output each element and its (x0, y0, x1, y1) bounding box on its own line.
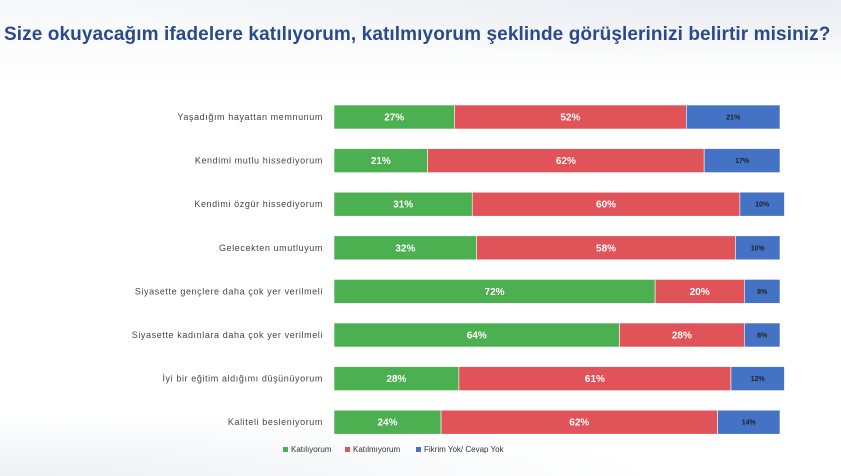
bar-segment (333, 148, 428, 173)
data-label: 28% (386, 374, 406, 385)
category-label: Gelecekten umutluyum (219, 243, 323, 253)
category-label: Siyasette kadınlara daha çok yer verilme… (132, 330, 323, 340)
bar-segment (717, 409, 781, 435)
bar-segment (333, 104, 455, 130)
category-label: Yaşadığım hayattan memnunum (177, 112, 323, 122)
category-label: Kendimi mutlu hissediyorum (195, 156, 323, 166)
data-label: 10% (751, 245, 766, 252)
legend: Katılıyorum Katılmıyorum Fikrim Yok/ Cevap… (283, 445, 505, 454)
data-label: 62% (556, 156, 576, 167)
legend-label: Katılıyorum (291, 445, 332, 454)
bar-segment (735, 235, 781, 261)
bar-segment (333, 279, 656, 304)
bar-segment (744, 322, 781, 348)
category-label: Kendimi özgür hissediyorum (194, 199, 323, 209)
data-label: 52% (560, 113, 580, 124)
decorative-corner-bottom (0, 396, 841, 476)
data-label: 14% (742, 420, 757, 427)
legend-swatch (416, 447, 421, 452)
bar-segment (454, 104, 687, 130)
legend-label: Fikrim Yok/ Cevap Yok (424, 445, 505, 454)
data-label: 24% (378, 418, 398, 429)
data-label: 31% (393, 200, 413, 211)
bar-segment (730, 366, 785, 391)
bar-segment (333, 235, 478, 261)
data-label: 12% (751, 376, 766, 383)
data-label: 17% (735, 158, 750, 165)
data-label: 61% (585, 374, 605, 385)
bar-segment (458, 366, 732, 391)
data-label: 8% (757, 289, 768, 296)
data-label: 20% (690, 287, 710, 298)
bar-segment (333, 322, 620, 348)
category-label: Kaliteli besleniyorum (228, 417, 323, 427)
bars-layer: 27% 52% 21% 21% 62% 17% 31% 60% 10% 32% 58% 10% 72% 2… (333, 104, 785, 435)
bar-segment (686, 104, 781, 130)
data-label: 10% (755, 202, 770, 209)
bar-segment (654, 279, 745, 304)
page-title: Size okuyacağım ifadelere katılıyorum, k… (4, 24, 831, 45)
decorative-corner-top (0, 0, 841, 70)
legend-swatch (283, 447, 288, 452)
legend-label: Katılmıyorum (353, 445, 400, 454)
bar-segment (476, 235, 736, 261)
data-label: 27% (384, 113, 404, 124)
bar-segment (739, 191, 785, 217)
category-label: İyi bir eğitim aldığımı düşünüyorum (162, 374, 323, 384)
bar-segment (744, 279, 781, 304)
data-label: 21% (726, 115, 741, 122)
bar-segment (333, 366, 460, 391)
category-label: Siyasette gençlere daha çok yer verilmel… (135, 286, 323, 296)
legend-swatch (345, 447, 350, 452)
data-label: 60% (596, 200, 616, 211)
category-labels-layer: Yaşadığım hayattan memnunum Kendimi mutlu… (132, 112, 323, 427)
bar-segment (427, 148, 705, 173)
data-label: 58% (596, 243, 616, 254)
data-label: 64% (467, 331, 487, 342)
data-label: 72% (485, 287, 505, 298)
bar-segment (703, 148, 781, 173)
bar-segment (333, 409, 442, 435)
data-label: 28% (672, 331, 692, 342)
data-label: 21% (371, 156, 391, 167)
data-label: 32% (395, 243, 415, 254)
data-label: 8% (757, 333, 768, 340)
bar-segment (333, 191, 473, 217)
data-label: 62% (569, 418, 589, 429)
bar-segment (471, 191, 741, 217)
